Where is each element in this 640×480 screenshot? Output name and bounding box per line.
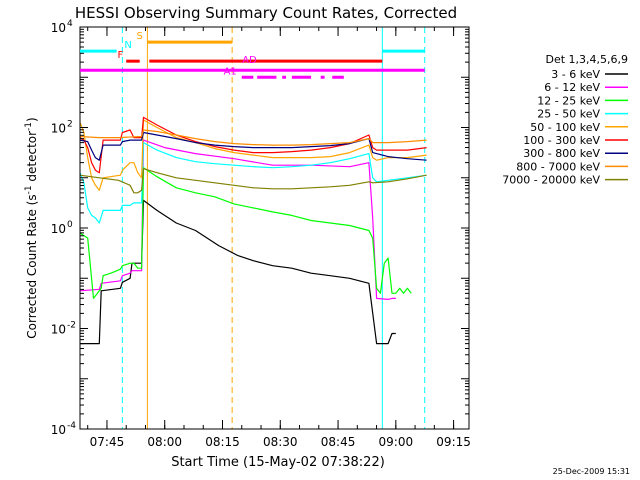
x-tick-label: 08:30: [263, 435, 298, 449]
flag-label-2: S: [137, 31, 143, 42]
legend-label-1: 6 - 12 keV: [544, 81, 600, 94]
series-line-1: [79, 139, 396, 300]
series-line-7: [79, 129, 427, 146]
y-axis-label-sup2: -1: [24, 122, 34, 131]
x-tick-label: 07:45: [90, 435, 125, 449]
y-tick-label-exponent: 0: [67, 220, 73, 230]
legend-label-4: 50 - 100 keV: [530, 121, 600, 134]
y-tick-label-exponent: -2: [67, 321, 76, 331]
x-tick-label: 08:15: [205, 435, 240, 449]
plot-frame: [79, 26, 470, 430]
legend-label-0: 3 - 6 keV: [551, 68, 600, 81]
y-tick-label: 10: [51, 21, 66, 35]
y-tick-label: 10: [51, 423, 66, 437]
flag-label-3: F: [118, 50, 124, 61]
flag-label-6: A1: [224, 66, 237, 77]
y-axis-label-main: Corrected Count Rate (s: [25, 194, 39, 338]
y-axis-label-sup1: -1: [24, 185, 34, 194]
series-line-8: [79, 168, 427, 194]
y-axis-label: Corrected Count Rate (s-1 detector-1): [24, 117, 39, 338]
legend-label-2: 12 - 25 keV: [537, 94, 600, 107]
x-axis: 07:45 08:00 08:15 08:30 08:45 09:00 09:15: [87, 27, 471, 449]
legend-label-8: 7000 - 20000 keV: [502, 174, 600, 187]
flag-label-1: N: [124, 40, 131, 51]
legend-label-7: 800 - 7000 keV: [516, 160, 600, 173]
date-stamp: 25-Dec-2009 15:31: [553, 467, 630, 476]
flag-label-4: AD: [242, 55, 257, 66]
y-tick-label: 10: [51, 222, 66, 236]
x-axis-label: Start Time (15-May-02 07:38:22): [171, 455, 385, 470]
legend-label-3: 25 - 50 keV: [537, 108, 600, 121]
x-tick-label: 09:15: [436, 435, 471, 449]
y-tick-label-exponent: -4: [67, 421, 76, 431]
y-tick-label: 10: [51, 323, 66, 337]
series-line-2: [79, 167, 412, 299]
series-line-0: [80, 199, 396, 345]
y-tick-label-exponent: 2: [67, 120, 73, 130]
y-axis-label-mid: detector: [25, 131, 39, 186]
flag-bars: NS F AD A1: [80, 31, 425, 79]
x-tick-label: 08:00: [147, 435, 182, 449]
series-line-3: [79, 142, 427, 224]
y-axis-label-end: ): [25, 117, 39, 122]
legend-header: Det 1,3,4,5,6,9: [545, 53, 628, 66]
y-tick-label-exponent: 4: [67, 19, 73, 29]
chart-title: HESSI Observing Summary Count Rates, Cor…: [75, 4, 457, 22]
series-line-4: [79, 119, 427, 191]
y-tick-label: 10: [51, 122, 66, 136]
x-tick-label: 09:00: [379, 435, 414, 449]
legend-label-6: 300 - 800 keV: [523, 147, 600, 160]
x-tick-label: 08:45: [321, 435, 356, 449]
plot-area: [79, 27, 427, 429]
legend-label-5: 100 - 300 keV: [523, 134, 600, 147]
